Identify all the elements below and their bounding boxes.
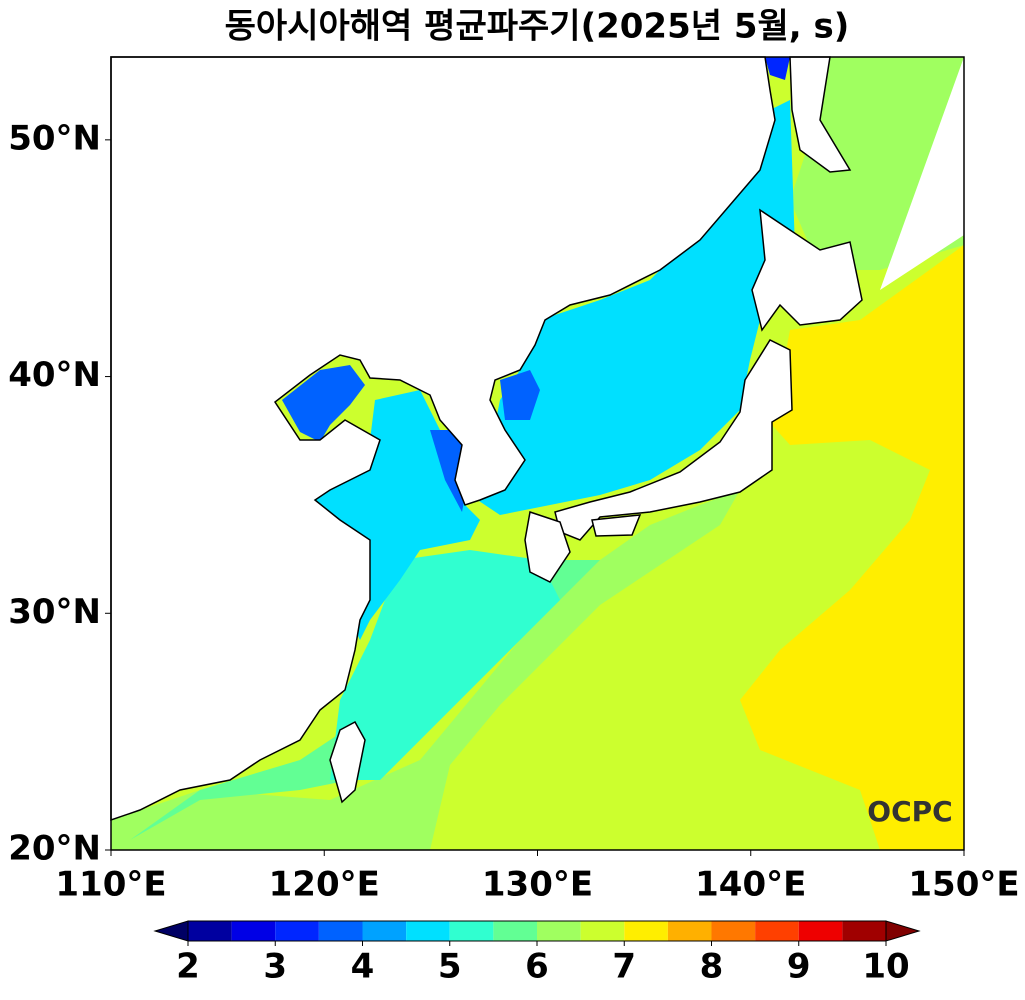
field-yellow [740, 245, 964, 850]
colorbar-box [667, 921, 712, 941]
colorbar-box [624, 921, 668, 941]
colorbar-tick-label: 3 [263, 947, 287, 987]
logo: OCPC [867, 795, 952, 828]
colorbar-tick-label: 8 [700, 947, 724, 987]
x-tick-label: 130°E [482, 865, 593, 905]
field-blue-dark [765, 57, 790, 80]
colorbar-box [362, 921, 407, 941]
colorbar-box [406, 921, 450, 941]
x-tick-label: 150°E [908, 865, 1019, 905]
colorbar-tick-label: 4 [351, 947, 375, 987]
colorbar-box [449, 921, 494, 941]
y-tick-label: 40°N [8, 355, 101, 395]
colorbar-box [798, 921, 843, 941]
field-green [111, 490, 740, 850]
field-blue [500, 370, 540, 420]
land-taiwan [329, 720, 366, 804]
colorbar-box [711, 921, 756, 941]
field-cyan [470, 100, 795, 515]
y-tick-label: 30°N [8, 592, 101, 632]
land-sakhalin [789, 56, 852, 173]
land-shikoku [591, 514, 642, 537]
chart-title: 동아시아해역 평균파주기(2025년 5월, s) [225, 7, 850, 47]
colorbar-tick-label: 10 [862, 947, 909, 987]
colorbar-box [842, 921, 886, 941]
colorbar-box [580, 921, 625, 941]
land-honshu [554, 339, 793, 541]
y-tick-label: 50°N [8, 118, 101, 158]
land-hokkaido [751, 208, 863, 332]
colorbar-box [275, 921, 319, 941]
colorbar-tick-label: 6 [525, 947, 549, 987]
field-aqua [330, 550, 560, 780]
colorbar-extend-over [885, 920, 921, 942]
colorbar-box [188, 921, 232, 941]
colorbar-box [537, 921, 581, 941]
colorbar-tick-label: 9 [787, 947, 811, 987]
x-tick-label: 120°E [269, 865, 380, 905]
coastlines [110, 56, 964, 822]
land-mainland [110, 56, 776, 822]
colorbar-extend-under [153, 920, 189, 942]
field-blue [282, 365, 365, 442]
colorbar-tick-label: 2 [176, 947, 200, 987]
colorbar-box [318, 921, 363, 941]
land-kyushu [524, 511, 571, 583]
y-tick-label: 20°N [8, 829, 101, 869]
x-tick-label: 140°E [695, 865, 806, 905]
colorbar-tick-label: 5 [438, 947, 462, 987]
x-tick-label: 110°E [55, 865, 166, 905]
land-kamchatka [880, 57, 964, 290]
colorbar-box [231, 921, 276, 941]
colorbar-box [755, 921, 799, 941]
colorbar-box [493, 921, 537, 941]
colorbar-tick-label: 7 [612, 947, 636, 987]
